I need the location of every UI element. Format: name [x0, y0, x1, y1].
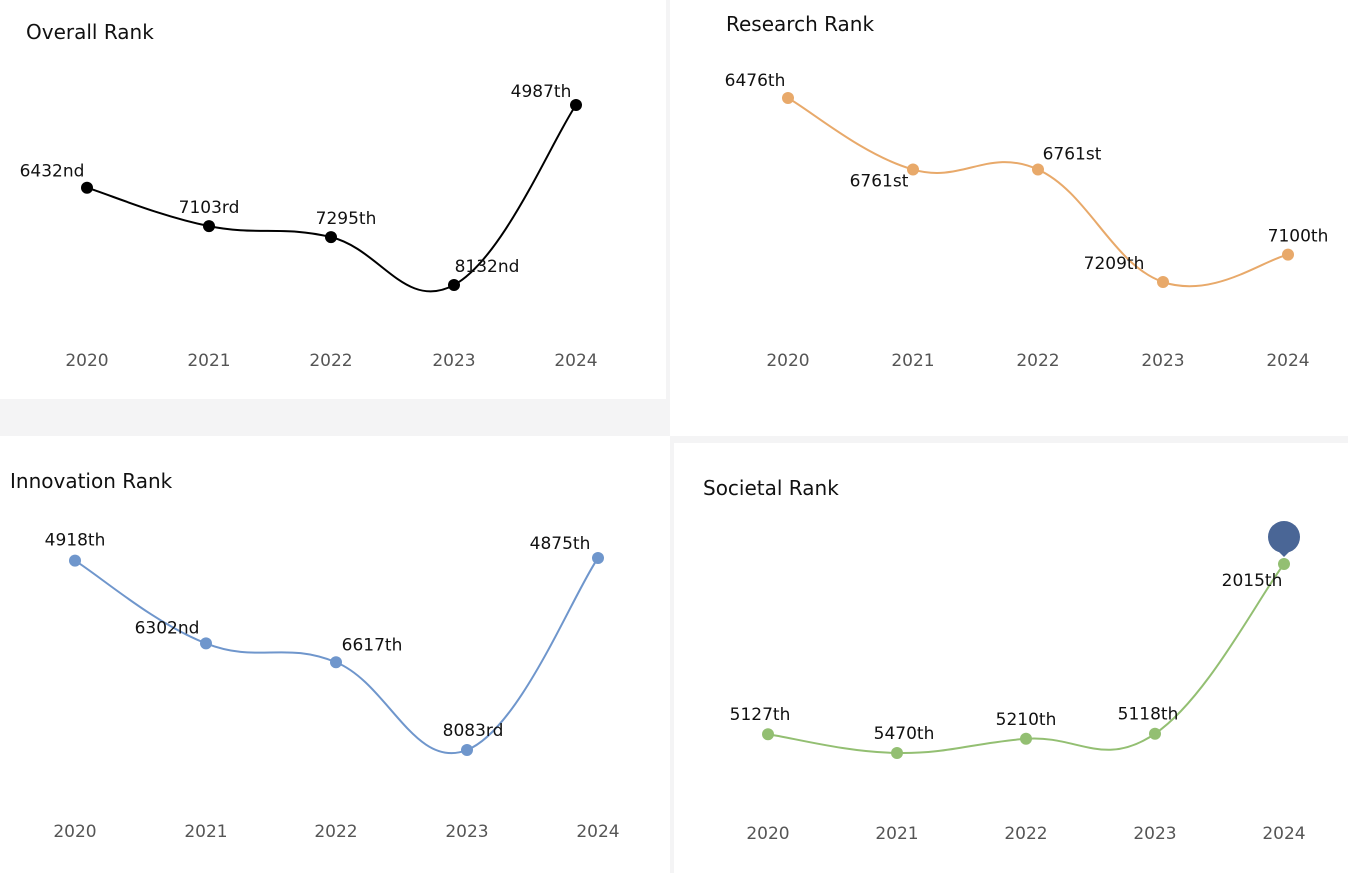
data-label: 6617th — [342, 635, 403, 655]
data-label: 6761st — [1043, 145, 1102, 165]
data-label: 7103rd — [179, 198, 240, 218]
data-point[interactable] — [907, 163, 919, 176]
x-tick-label: 2023 — [432, 351, 475, 371]
x-tick-label: 2021 — [187, 351, 230, 371]
innovation-rank-chart: 2020 2021 2022 2023 2024 4918th 6302nd 6617th 80… — [45, 531, 620, 842]
data-point[interactable] — [1020, 732, 1032, 745]
x-tick-label: 2022 — [314, 822, 357, 842]
x-tick-label: 2021 — [184, 822, 227, 842]
data-point[interactable] — [69, 554, 81, 567]
x-tick-label: 2024 — [576, 822, 619, 842]
data-point[interactable] — [570, 99, 582, 111]
data-point[interactable] — [330, 656, 342, 669]
data-point[interactable] — [1157, 276, 1169, 288]
chart-title: Societal Rank — [703, 476, 839, 500]
x-tick-label: 2023 — [1133, 824, 1176, 844]
data-label: 5127th — [730, 705, 791, 725]
data-label: 4918th — [45, 531, 106, 551]
data-label: 4987th — [511, 82, 572, 102]
data-point[interactable] — [1278, 558, 1290, 570]
research-rank-panel: Research Rank 2020 2021 2022 2023 2024 6476th… — [670, 0, 1348, 436]
data-point[interactable] — [81, 181, 93, 194]
data-point[interactable] — [762, 728, 774, 741]
x-tick-label: 2020 — [65, 351, 108, 371]
data-label: 8083rd — [443, 721, 504, 741]
data-point[interactable] — [782, 92, 794, 104]
data-label: 5470th — [874, 724, 935, 744]
x-tick-label: 2023 — [445, 822, 488, 842]
map-pin-icon — [1268, 521, 1300, 557]
overall-rank-chart: 2020 2021 2022 2023 2024 6432nd 7103rd 7295th 81… — [20, 82, 598, 371]
series-line — [86, 104, 577, 293]
data-point[interactable] — [461, 744, 473, 756]
societal-rank-chart: 2020 2021 2022 2023 2024 5127th 5470th 5210th 51… — [730, 521, 1306, 844]
data-point[interactable] — [592, 552, 604, 564]
data-label: 7209th — [1084, 254, 1145, 274]
chart-title: Overall Rank — [26, 20, 154, 44]
x-tick-label: 2024 — [1266, 351, 1309, 371]
data-label: 4875th — [530, 534, 591, 554]
data-point[interactable] — [203, 220, 215, 233]
x-tick-label: 2024 — [1262, 824, 1305, 844]
data-label: 5118th — [1118, 705, 1179, 725]
series-line — [787, 97, 1289, 288]
data-point[interactable] — [891, 747, 903, 759]
data-label: 6302nd — [135, 618, 200, 638]
data-label: 7100th — [1268, 227, 1329, 247]
overall-rank-panel: Overall Rank 2020 2021 2022 2023 2024 6432nd 7… — [0, 0, 666, 399]
x-tick-label: 2021 — [875, 824, 918, 844]
data-point[interactable] — [325, 231, 337, 244]
data-label: 5210th — [996, 710, 1057, 730]
data-point[interactable] — [1149, 727, 1161, 740]
data-label: 7295th — [316, 209, 377, 229]
x-tick-label: 2022 — [309, 351, 352, 371]
data-label: 8132nd — [455, 257, 520, 277]
x-tick-label: 2024 — [554, 351, 597, 371]
data-label: 6432nd — [20, 162, 85, 182]
x-tick-label: 2022 — [1004, 824, 1047, 844]
data-point[interactable] — [448, 279, 460, 291]
x-tick-label: 2020 — [746, 824, 789, 844]
chart-title: Research Rank — [726, 12, 875, 36]
x-tick-label: 2020 — [766, 351, 809, 371]
x-tick-label: 2020 — [53, 822, 96, 842]
series-line — [767, 563, 1285, 755]
series-line — [74, 557, 599, 754]
data-point[interactable] — [1032, 163, 1044, 176]
data-label: 2015th — [1222, 571, 1283, 591]
x-tick-label: 2023 — [1141, 351, 1184, 371]
societal-rank-panel: Societal Rank 2020 2021 2022 2023 2024 5127th… — [674, 443, 1348, 873]
x-tick-label: 2022 — [1016, 351, 1059, 371]
data-label: 6761st — [850, 172, 909, 192]
data-point[interactable] — [1282, 248, 1294, 261]
innovation-rank-panel: Innovation Rank 2020 2021 2022 2023 2024 4918… — [0, 436, 670, 873]
x-tick-label: 2021 — [891, 351, 934, 371]
research-rank-chart: 2020 2021 2022 2023 2024 6476th 6761st 6761st 72… — [725, 71, 1329, 371]
chart-title: Innovation Rank — [10, 469, 173, 493]
data-label: 6476th — [725, 71, 786, 91]
data-point[interactable] — [200, 637, 212, 650]
